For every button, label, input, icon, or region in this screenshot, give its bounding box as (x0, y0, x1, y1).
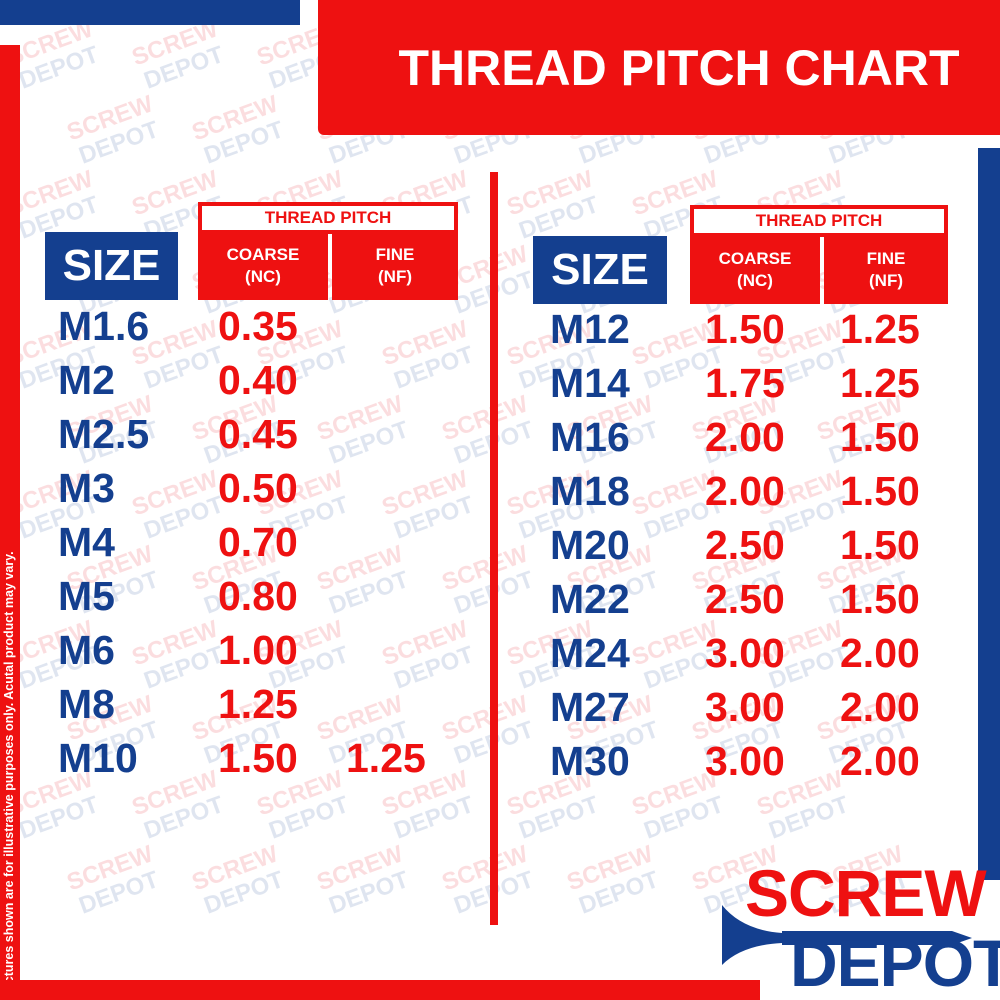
size-cell: M22 (550, 576, 630, 622)
fine-cell: 2.00 (840, 630, 920, 676)
disclaimer-strip: Pictures shown are for illustrative purp… (0, 45, 20, 1000)
size-cell: M2.5 (58, 411, 150, 457)
size-header-right: SIZE (533, 236, 667, 304)
logo-screw-text: SCREW (745, 856, 987, 930)
size-cell: M14 (550, 360, 630, 406)
logo-depot-text: DEPOT (790, 926, 1000, 1000)
fine-header-left: FINE (NF) (332, 232, 458, 300)
coarse-cell: 1.50 (705, 306, 785, 352)
table-row: M14 1.75 1.25 (0, 356, 920, 410)
fine-cell: 1.25 (840, 360, 920, 406)
coarse-label: COARSE (718, 249, 792, 268)
table-row: M2 0.40 (0, 353, 420, 407)
coarse-cell: 1.00 (218, 627, 298, 673)
fine-cell: 1.50 (840, 414, 920, 460)
screw-icon (722, 905, 972, 965)
fine-label: FINE (375, 245, 415, 264)
coarse-cell: 2.00 (705, 414, 785, 460)
right-blue-bar (978, 148, 1000, 880)
coarse-cell: 2.50 (705, 522, 785, 568)
coarse-abbr: (NC) (737, 271, 773, 290)
bottom-red-bar (0, 980, 760, 1000)
thread-pitch-header-right: THREAD PITCH (690, 205, 948, 237)
fine-cell: 1.25 (840, 306, 920, 352)
coarse-cell: 2.00 (705, 468, 785, 514)
size-cell: M16 (550, 414, 630, 460)
size-cell: M3 (58, 465, 115, 511)
fine-abbr: (NF) (378, 267, 412, 286)
coarse-cell: 3.00 (705, 630, 785, 676)
coarse-cell: 0.80 (218, 573, 298, 619)
table-row: M20 2.50 1.50 (0, 518, 920, 572)
table-row: M1.6 0.35 (0, 299, 420, 353)
size-cell: M24 (550, 630, 630, 676)
size-header-left: SIZE (45, 232, 178, 300)
fine-cell: 1.50 (840, 468, 920, 514)
table-row: M10 1.50 1.25 (0, 731, 426, 785)
fine-header-right: FINE (NF) (824, 236, 948, 304)
size-cell: M27 (550, 684, 630, 730)
coarse-cell: 0.50 (218, 465, 298, 511)
size-cell: M1.6 (58, 303, 150, 349)
table-row: M12 1.50 1.25 (0, 302, 920, 356)
fine-label: FINE (866, 249, 906, 268)
table-row: M16 2.00 1.50 (0, 410, 920, 464)
size-cell: M2 (58, 357, 115, 403)
page-title: THREAD PITCH CHART (318, 0, 1000, 135)
coarse-cell: 1.75 (705, 360, 785, 406)
fine-cell: 1.25 (346, 735, 426, 781)
coarse-header-right: COARSE (NC) (690, 236, 820, 304)
coarse-cell: 1.50 (218, 735, 298, 781)
table-row: M3 0.50 (0, 461, 420, 515)
coarse-cell: 3.00 (705, 738, 785, 784)
coarse-cell: 1.25 (218, 681, 298, 727)
fine-abbr: (NF) (869, 271, 903, 290)
fine-cell: 2.00 (840, 684, 920, 730)
coarse-cell: 0.40 (218, 357, 298, 403)
center-divider (490, 172, 498, 925)
table-row: M4 0.70 (0, 515, 420, 569)
fine-cell: 2.00 (840, 738, 920, 784)
table-row: M5 0.80 (0, 569, 420, 623)
size-cell: M8 (58, 681, 115, 727)
coarse-label: COARSE (226, 245, 300, 264)
coarse-cell: 3.00 (705, 684, 785, 730)
table-row: M27 3.00 2.00 (0, 680, 920, 734)
table-row: M6 1.00 (0, 623, 420, 677)
coarse-cell: 0.35 (218, 303, 298, 349)
size-cell: M20 (550, 522, 630, 568)
table-row: M8 1.25 (0, 677, 420, 731)
thread-pitch-header-left: THREAD PITCH (198, 202, 458, 234)
size-cell: M30 (550, 738, 630, 784)
table-row: M22 2.50 1.50 (0, 572, 920, 626)
size-cell: M6 (58, 627, 115, 673)
coarse-cell: 0.45 (218, 411, 298, 457)
size-cell: M18 (550, 468, 630, 514)
fine-cell: 1.50 (840, 576, 920, 622)
size-cell: M5 (58, 573, 115, 619)
top-blue-bar (0, 0, 300, 25)
size-cell: M12 (550, 306, 630, 352)
table-row: M30 3.00 2.00 (0, 734, 920, 788)
coarse-abbr: (NC) (245, 267, 281, 286)
table-row: M2.5 0.45 (0, 407, 420, 461)
fine-cell: 1.50 (840, 522, 920, 568)
size-cell: M4 (58, 519, 115, 565)
coarse-cell: 2.50 (705, 576, 785, 622)
table-row: M18 2.00 1.50 (0, 464, 920, 518)
size-cell: M10 (58, 735, 138, 781)
coarse-header-left: COARSE (NC) (198, 232, 328, 300)
coarse-cell: 0.70 (218, 519, 298, 565)
table-row: M24 3.00 2.00 (0, 626, 920, 680)
